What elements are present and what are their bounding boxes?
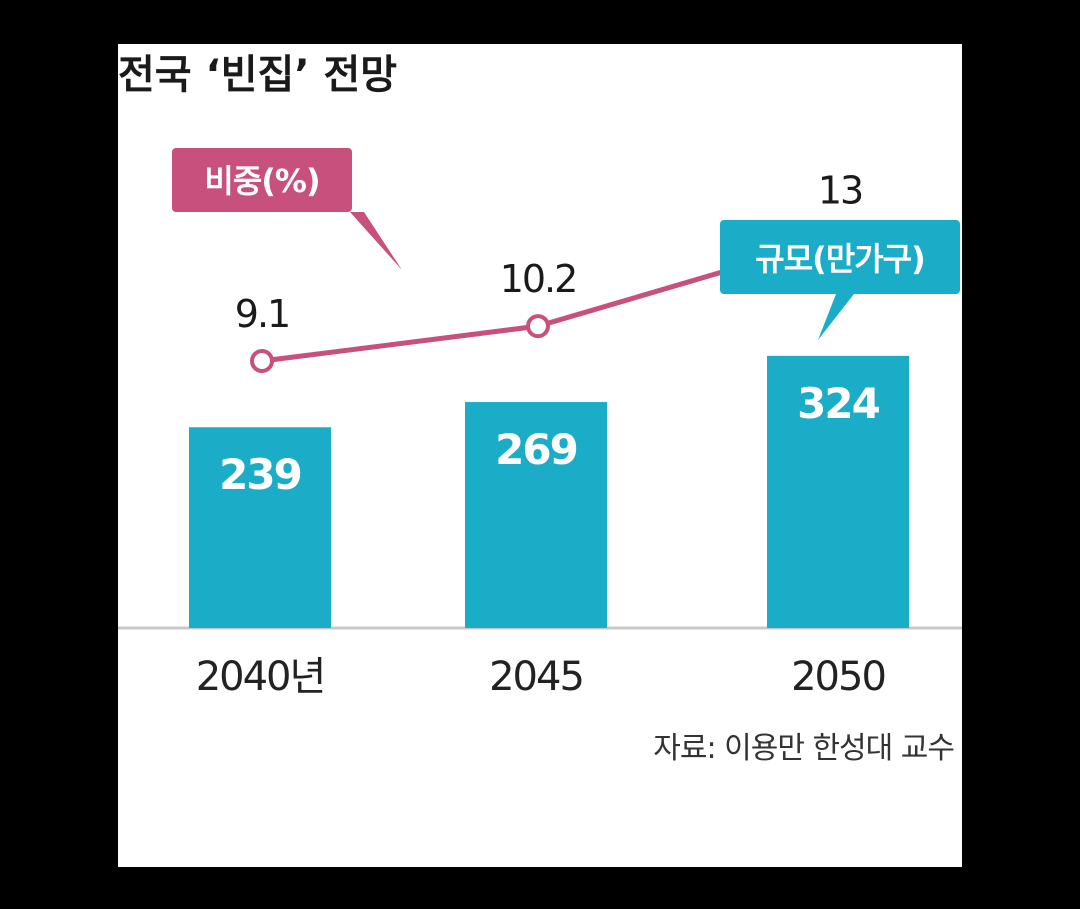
line-value-label-3: 13 <box>818 168 862 212</box>
bars-group: 239 269 324 <box>189 355 909 628</box>
line-series-name: 비중(%) <box>204 162 319 200</box>
bar-badge-box <box>720 220 960 294</box>
bar-value-label-3: 324 <box>797 379 879 428</box>
bar-series-badge: 규모(만가구) <box>720 220 960 340</box>
chart-title: 전국 ‘빈집’ 전망 <box>118 52 397 98</box>
line-badge-pointer <box>350 212 402 270</box>
bar-value-label-1: 239 <box>219 450 301 499</box>
x-tick-2: 2045 <box>489 654 583 700</box>
bar-series-name: 규모(만가구) <box>755 240 924 278</box>
bar-3 <box>767 355 909 628</box>
x-tick-labels: 2040년 2045 2050 <box>196 654 887 700</box>
line-value-label-1: 9.1 <box>235 292 289 336</box>
x-tick-3: 2050 <box>791 654 885 700</box>
chart-canvas: 전국 ‘빈집’ 전망 239 269 324 9.1 10.2 13 비중(%) 규모(… <box>118 44 962 867</box>
chart-svg: 전국 ‘빈집’ 전망 239 269 324 9.1 10.2 13 비중(%) 규모(… <box>118 52 962 766</box>
line-badge-box <box>172 148 352 212</box>
line-point-2 <box>526 314 550 339</box>
bar-badge-pointer <box>818 294 854 340</box>
line-value-label-2: 10.2 <box>500 257 577 301</box>
bar-2 <box>465 402 607 628</box>
line-series-badge: 비중(%) <box>172 148 402 270</box>
line-point-1 <box>250 349 274 374</box>
source-note: 자료: 이용만 한성대 교수 <box>653 731 954 766</box>
x-tick-1: 2040년 <box>196 654 325 700</box>
bar-value-label-2: 269 <box>495 425 577 474</box>
bar-1 <box>189 427 331 628</box>
